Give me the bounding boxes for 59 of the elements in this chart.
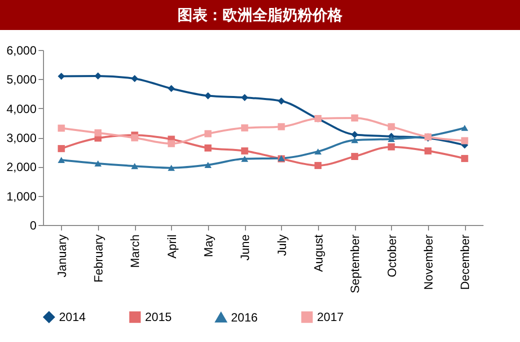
point xyxy=(204,130,212,138)
point xyxy=(351,131,358,138)
x-tick-label: April xyxy=(164,234,179,259)
y-tick-label: 1,000 xyxy=(6,189,37,204)
point xyxy=(94,129,102,136)
chart-title: 图表：欧洲全脂奶粉价格 xyxy=(0,0,520,30)
point xyxy=(388,143,395,150)
point xyxy=(58,156,65,164)
point xyxy=(314,148,322,155)
point xyxy=(58,124,65,132)
y-tick-label: 3,000 xyxy=(6,131,37,145)
x-tick-label: July xyxy=(274,234,289,256)
y-tick-label: 2,000 xyxy=(6,160,37,174)
x-tick-label: October xyxy=(384,234,399,278)
point xyxy=(278,98,285,105)
x-tick-label: September xyxy=(348,234,362,294)
point xyxy=(204,92,212,100)
point xyxy=(204,144,212,152)
point xyxy=(351,114,358,122)
point xyxy=(204,162,212,168)
point xyxy=(241,147,248,154)
point xyxy=(131,163,138,170)
point xyxy=(461,137,468,144)
point xyxy=(241,94,248,102)
x-tick-label: March xyxy=(128,234,142,268)
point xyxy=(461,154,468,162)
legend-label: 2014 xyxy=(59,310,86,324)
point xyxy=(241,124,248,132)
y-tick-label: 6,000 xyxy=(6,44,37,58)
point xyxy=(94,160,102,167)
point xyxy=(58,145,65,152)
x-tick-label: November xyxy=(422,234,436,290)
x-tick-label: January xyxy=(54,234,69,278)
point xyxy=(314,162,322,170)
x-tick-label: August xyxy=(312,234,326,272)
x-tick-label: June xyxy=(238,234,252,261)
point xyxy=(58,72,65,80)
y-tick-label: 5,000 xyxy=(6,72,37,87)
point xyxy=(388,123,395,130)
x-tick-label: May xyxy=(202,234,216,258)
point xyxy=(424,147,432,154)
y-tick-label: 0 xyxy=(30,218,37,232)
point xyxy=(168,140,175,148)
point xyxy=(168,84,175,92)
point xyxy=(131,134,138,142)
x-tick-label: December xyxy=(458,234,472,290)
point xyxy=(131,75,138,82)
point xyxy=(278,123,285,130)
y-tick-label: 4,000 xyxy=(6,102,37,116)
point xyxy=(461,124,468,131)
point xyxy=(351,152,358,160)
point xyxy=(388,136,395,142)
legend-label: 2015 xyxy=(145,310,172,324)
legend-label: 2017 xyxy=(317,310,344,324)
legend-label: 2016 xyxy=(231,310,258,324)
x-tick-label: February xyxy=(92,234,106,283)
point xyxy=(168,164,175,171)
point xyxy=(351,137,358,144)
point xyxy=(241,156,248,162)
